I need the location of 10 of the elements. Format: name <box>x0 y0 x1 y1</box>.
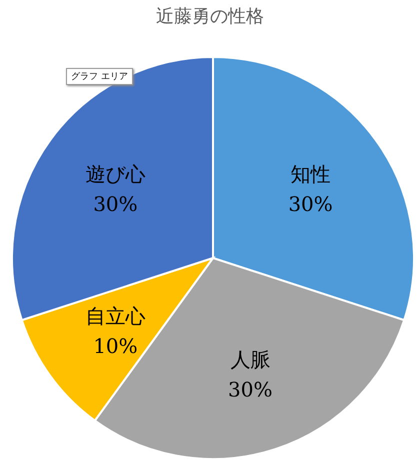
data-label: 30% <box>93 192 138 216</box>
data-label: 30% <box>288 192 333 216</box>
slice-label: 人脈 <box>230 348 270 372</box>
slice-label: 遊び心 <box>85 162 146 186</box>
slice-label: 自立心 <box>85 304 146 328</box>
text: グラフ エリア <box>66 68 133 85</box>
chart-title: 近藤勇の性格 <box>155 5 265 28</box>
data-label: 10% <box>93 334 138 358</box>
slice-label: 知性 <box>290 162 331 186</box>
data-label: 30% <box>228 378 272 402</box>
